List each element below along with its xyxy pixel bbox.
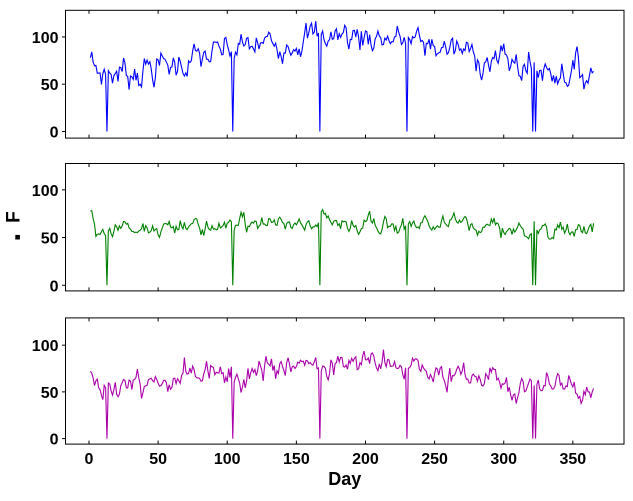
svg-text:0: 0: [50, 432, 59, 449]
svg-text:0: 0: [50, 124, 59, 141]
svg-text:350: 350: [559, 451, 586, 468]
svg-text:50: 50: [41, 231, 59, 248]
svg-text:50: 50: [149, 451, 167, 468]
svg-text:50: 50: [41, 77, 59, 94]
svg-text:0: 0: [50, 278, 59, 295]
svg-text:100: 100: [32, 183, 59, 200]
svg-text:Day: Day: [328, 469, 361, 489]
svg-text:100: 100: [32, 30, 59, 47]
svg-text:250: 250: [421, 451, 448, 468]
svg-text:300: 300: [490, 451, 517, 468]
svg-text:150: 150: [283, 451, 310, 468]
svg-text:100: 100: [214, 451, 241, 468]
svg-text:0: 0: [85, 451, 94, 468]
svg-text:200: 200: [352, 451, 379, 468]
svg-text:50: 50: [41, 385, 59, 402]
svg-text:100: 100: [32, 338, 59, 355]
svg-text:F: F: [4, 211, 25, 223]
